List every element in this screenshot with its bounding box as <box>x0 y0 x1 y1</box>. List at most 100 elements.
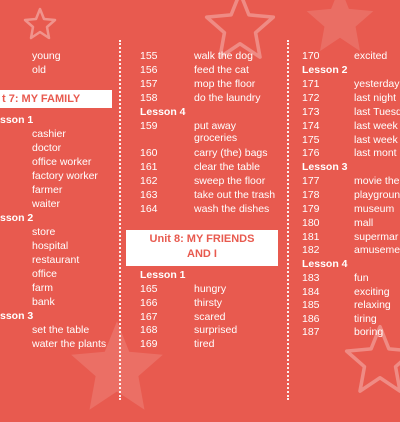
item-number: 181 <box>302 231 320 243</box>
item-number: 184 <box>302 286 320 298</box>
item-word: carry (the) bags <box>194 147 268 159</box>
list-item: 179 museum <box>302 203 394 216</box>
list-item: 162 sweep the floor <box>140 175 265 188</box>
item-word: feed the cat <box>194 64 249 76</box>
list-item: 176 last mont <box>302 147 397 160</box>
item-word: amuseme <box>354 244 400 256</box>
list-item: 186 tiring <box>302 313 377 326</box>
item-number: 159 <box>140 120 158 132</box>
item-number: 158 <box>140 92 158 104</box>
column-3: 170 excited Lesson 2 171 yesterday 172 last… <box>292 0 400 400</box>
word: office worker <box>32 156 92 168</box>
item-word: clear the table <box>194 161 260 173</box>
word: farmer <box>32 184 63 196</box>
lesson-heading: Lesson 2 <box>302 64 348 76</box>
list-item: 167 scared <box>140 311 226 324</box>
item-word: last mont <box>354 147 397 159</box>
item-word: thirsty <box>194 297 223 309</box>
lesson-heading: sson 3 <box>0 310 34 322</box>
word: office <box>32 268 57 280</box>
item-word: last Tuesd <box>354 106 400 118</box>
item-number: 164 <box>140 203 158 215</box>
unit-8-title: Unit 8: MY FRIENDS AND I <box>126 230 278 266</box>
list-item: 184 exciting <box>302 286 390 299</box>
unit-7-title: t 7: MY FAMILY <box>0 90 112 108</box>
lesson-heading: sson 2 <box>0 212 34 224</box>
list-item: 172 last night <box>302 92 396 105</box>
unit-7-title-text: t 7: MY FAMILY <box>2 93 81 105</box>
star-icon <box>306 0 374 52</box>
item-word: groceries <box>194 132 238 144</box>
item-number: 165 <box>140 283 158 295</box>
list-item: 178 playgroun <box>302 189 400 202</box>
item-word: museum <box>354 203 395 215</box>
word: water the plants <box>32 338 107 350</box>
word: store <box>32 226 56 238</box>
word: bank <box>32 296 55 308</box>
list-item: 174 last week <box>302 120 398 133</box>
word: restaurant <box>32 254 80 266</box>
item-number: 172 <box>302 92 320 104</box>
item-word: playgroun <box>354 189 400 201</box>
item-number: 167 <box>140 311 158 323</box>
item-number: 180 <box>302 217 320 229</box>
list-item: 173 last Tuesd <box>302 106 400 119</box>
item-number: 156 <box>140 64 158 76</box>
list-item: 160 carry (the) bags <box>140 147 268 160</box>
item-number: 169 <box>140 338 158 350</box>
item-number: 176 <box>302 147 320 159</box>
list-item: 163 take out the trash <box>140 189 275 202</box>
list-item: 185 relaxing <box>302 299 391 312</box>
item-number: 178 <box>302 189 320 201</box>
list-item: 187 boring <box>302 326 383 339</box>
word: old <box>32 64 47 76</box>
column-1: young old t 7: MY FAMILY sson 1 cashier … <box>0 0 118 400</box>
list-item: 171 yesterday <box>302 78 400 91</box>
item-word: yesterday <box>354 78 400 90</box>
star-icon <box>204 0 276 59</box>
item-number: 155 <box>140 50 158 62</box>
list-item: 155 walk the dog <box>140 50 253 63</box>
item-number: 173 <box>302 106 320 118</box>
lesson-heading: Lesson 4 <box>140 106 186 118</box>
item-word: sweep the floor <box>194 175 266 187</box>
item-word: last week <box>354 120 398 132</box>
lesson-heading: Lesson 1 <box>140 269 186 281</box>
item-number: 168 <box>140 324 158 336</box>
word: set the table <box>32 324 90 336</box>
word: cashier <box>32 128 66 140</box>
item-word: relaxing <box>354 299 391 311</box>
item-number: 177 <box>302 175 320 187</box>
list-item: 180 mall <box>302 217 373 230</box>
lesson-heading: sson 1 <box>0 114 34 126</box>
item-word: take out the trash <box>194 189 276 201</box>
item-number: 187 <box>302 326 320 338</box>
item-number: 185 <box>302 299 320 311</box>
item-word: boring <box>354 326 384 338</box>
lesson-heading: Lesson 3 <box>302 161 348 173</box>
column-2: 155 walk the dog 156 feed the cat 157 mop t… <box>126 0 284 400</box>
star-icon <box>344 324 400 393</box>
list-item: 161 clear the table <box>140 161 260 174</box>
list-item: 164 wash the dishes <box>140 203 269 216</box>
word: factory worker <box>32 170 98 182</box>
word: waiter <box>32 198 61 210</box>
item-word: scared <box>194 311 226 323</box>
item-word: wash the dishes <box>194 203 270 215</box>
word: hospital <box>32 240 69 252</box>
star-icon <box>23 7 57 40</box>
item-word: do the laundry <box>194 92 261 104</box>
list-item: 168 surprised <box>140 324 237 337</box>
item-word: excited <box>354 50 388 62</box>
item-word: tiring <box>354 313 377 325</box>
item-number: 160 <box>140 147 158 159</box>
item-number: 175 <box>302 134 320 146</box>
column-divider <box>287 40 289 400</box>
list-item: 182 amuseme <box>302 244 400 257</box>
item-number: 182 <box>302 244 320 256</box>
item-word: supermar <box>354 231 399 243</box>
item-number: 186 <box>302 313 320 325</box>
unit-8-title-line1: Unit 8: MY FRIENDS <box>149 233 255 245</box>
item-word: last week <box>354 134 398 146</box>
item-word: fun <box>354 272 369 284</box>
